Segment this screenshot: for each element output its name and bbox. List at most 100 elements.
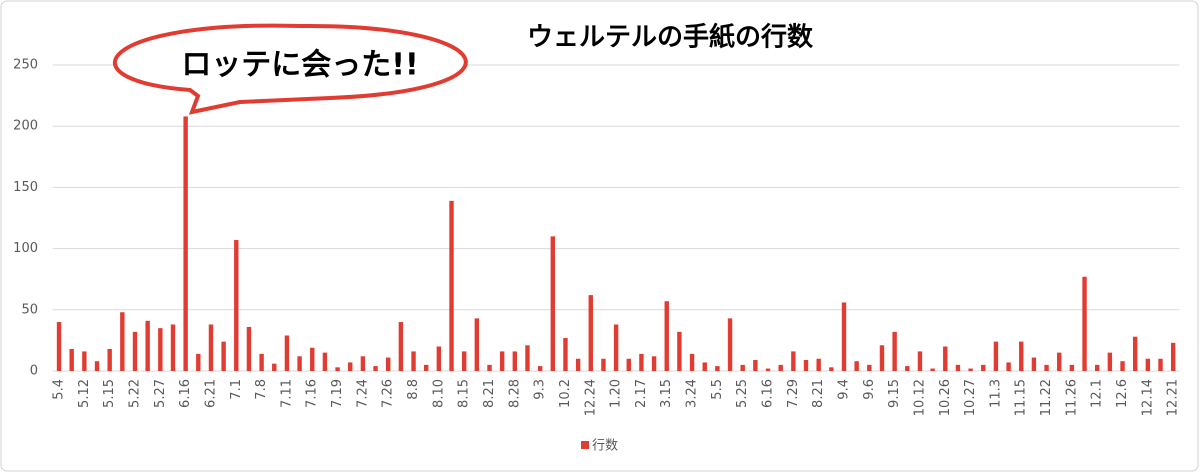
bar (651, 356, 657, 371)
bar (816, 358, 821, 371)
x-tick-label: 2.17 (634, 379, 649, 408)
y-tick-label: 250 (13, 58, 38, 73)
bar (499, 351, 505, 371)
x-tick-label: 1.20 (609, 379, 624, 408)
x-tick-label: 5.5 (710, 379, 725, 400)
bar (563, 337, 568, 371)
bar (259, 353, 264, 371)
x-tick-label: 7.19 (330, 379, 345, 408)
bar (120, 312, 125, 371)
bar (1069, 364, 1075, 371)
bar (689, 353, 695, 371)
bar (461, 351, 467, 371)
bar (943, 346, 948, 371)
bar (297, 356, 302, 371)
x-tick-label: 12.1 (1090, 379, 1105, 408)
x-tick-label: 7.29 (786, 379, 801, 408)
bar (930, 368, 935, 371)
bar (1057, 352, 1062, 371)
bar (411, 351, 416, 371)
bar (892, 331, 897, 371)
bar (702, 362, 707, 371)
bar (449, 200, 454, 371)
bar (1158, 358, 1163, 371)
bar (613, 324, 619, 371)
x-tick-label: 9.15 (887, 379, 902, 408)
x-tick-label: 8.21 (811, 379, 826, 408)
bar (373, 366, 378, 371)
bar (537, 366, 543, 371)
bar (183, 116, 188, 372)
bar (196, 353, 201, 371)
bar (436, 346, 442, 371)
x-tick-label: 6.21 (203, 379, 218, 408)
bar (56, 322, 62, 371)
x-tick-label: 6.16 (761, 379, 776, 408)
bar (525, 345, 530, 371)
x-tick-label: 12.24 (583, 379, 598, 416)
bar (981, 364, 986, 371)
bar (791, 351, 796, 371)
bar (386, 357, 391, 371)
bar (82, 351, 87, 371)
bar (1145, 358, 1151, 371)
bar (132, 331, 138, 371)
bar (917, 351, 923, 371)
bar (1044, 364, 1049, 371)
bar (765, 368, 771, 371)
bar (94, 361, 100, 371)
bar (348, 362, 353, 371)
bar (955, 364, 961, 371)
bar (879, 345, 885, 371)
x-tick-label: 8.28 (507, 379, 522, 408)
bar (841, 302, 847, 371)
x-tick-label: 10.27 (963, 379, 978, 416)
y-tick-label: 0 (30, 364, 38, 379)
bar (601, 358, 606, 371)
x-tick-label: 11.22 (1039, 379, 1054, 416)
y-tick-label: 200 (13, 119, 38, 134)
bar (145, 320, 150, 371)
bar (715, 366, 720, 371)
bar (664, 301, 669, 371)
bar (272, 363, 277, 371)
x-tick-label: 8.21 (482, 379, 497, 408)
bar (550, 236, 555, 371)
bar (867, 364, 872, 371)
bar (398, 322, 404, 371)
bar (170, 324, 176, 371)
x-tick-label: 10.2 (558, 379, 573, 408)
bar (423, 364, 429, 371)
x-tick-label: 9.6 (862, 379, 877, 400)
x-tick-label: 5.4 (52, 379, 67, 400)
bar (753, 359, 758, 371)
x-tick-label: 10.12 (912, 379, 927, 416)
x-tick-label: 8.10 (431, 379, 446, 408)
plot-area: 0 50 100 150 200 250 5.4 5.12 5.15 5.22 5.27 6.16 6.… (13, 58, 1180, 454)
bar (1031, 357, 1037, 371)
bar (487, 364, 492, 371)
bar (1170, 342, 1176, 371)
x-tick-label: 7.24 (355, 379, 370, 408)
y-tick-label: 100 (13, 241, 38, 256)
x-tick-label: 11.15 (1014, 379, 1029, 416)
bar (905, 366, 910, 371)
x-tick-label: 6.16 (178, 379, 193, 408)
callout-bubble (112, 23, 468, 115)
x-tick-label: 8.8 (406, 379, 421, 400)
bar (727, 318, 733, 371)
bar (677, 331, 682, 371)
bar (993, 341, 999, 371)
x-tick-label: 9.4 (836, 379, 851, 400)
bar (1006, 362, 1011, 371)
x-tick-label: 7.26 (381, 379, 396, 408)
bar (854, 361, 859, 371)
bar (1095, 364, 1100, 371)
bar (829, 367, 834, 371)
x-tick-label: 5.27 (153, 379, 168, 408)
bar (1120, 361, 1125, 371)
bar (69, 348, 74, 371)
x-tick-label: 5.22 (127, 379, 142, 408)
bar (474, 318, 480, 371)
